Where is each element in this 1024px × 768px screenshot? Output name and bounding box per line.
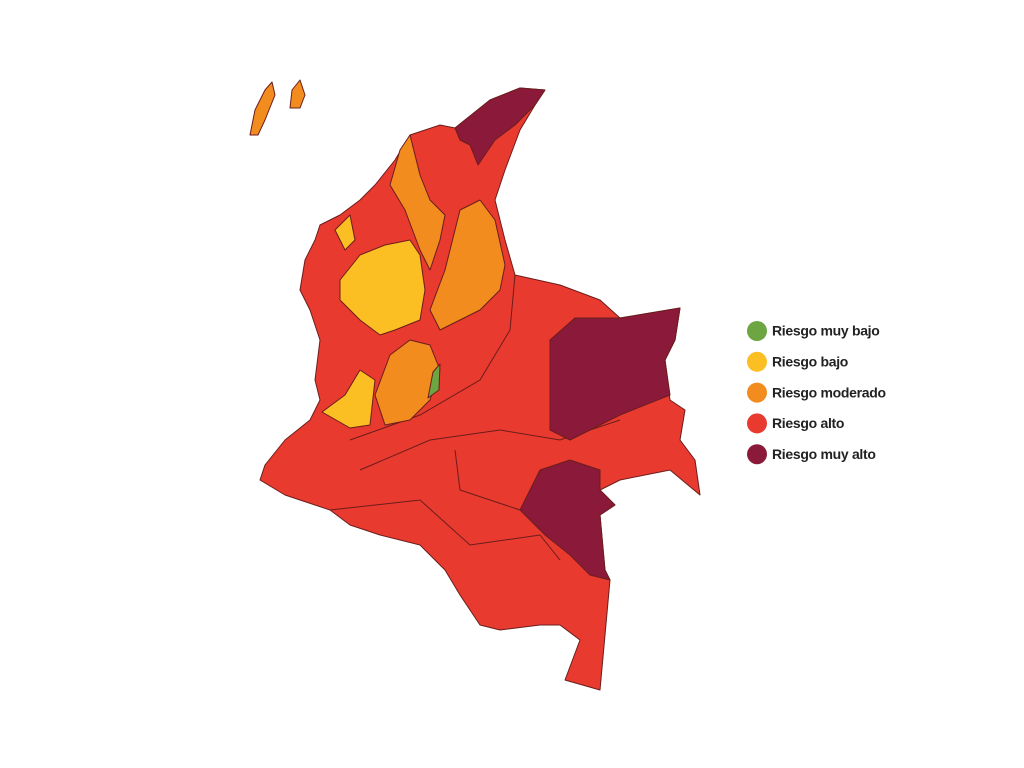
region (249, 81, 276, 136)
region (389, 134, 446, 271)
legend-swatch (747, 444, 767, 465)
border (349, 274, 516, 441)
region (339, 239, 426, 336)
region (289, 79, 306, 109)
legend-label: Riesgo moderado (772, 384, 886, 400)
region (429, 199, 506, 331)
legend-label: Riesgo muy bajo (772, 323, 880, 339)
legend: Riesgo muy bajo Riesgo bajo Riesgo moderad… (747, 321, 886, 465)
legend-label: Riesgo muy alto (772, 446, 876, 462)
legend-swatch (747, 351, 767, 372)
region (549, 307, 681, 441)
legend-swatch (747, 382, 767, 403)
region (321, 369, 376, 429)
region (519, 459, 616, 581)
legend-label: Riesgo bajo (772, 354, 848, 370)
colombia-map (249, 79, 701, 691)
border (454, 449, 521, 511)
border (329, 499, 561, 561)
region (334, 214, 356, 251)
region (427, 363, 441, 399)
legend-label: Riesgo alto (772, 415, 844, 431)
legend-swatch (747, 413, 767, 434)
legend-swatch (747, 321, 767, 341)
region (454, 87, 546, 166)
